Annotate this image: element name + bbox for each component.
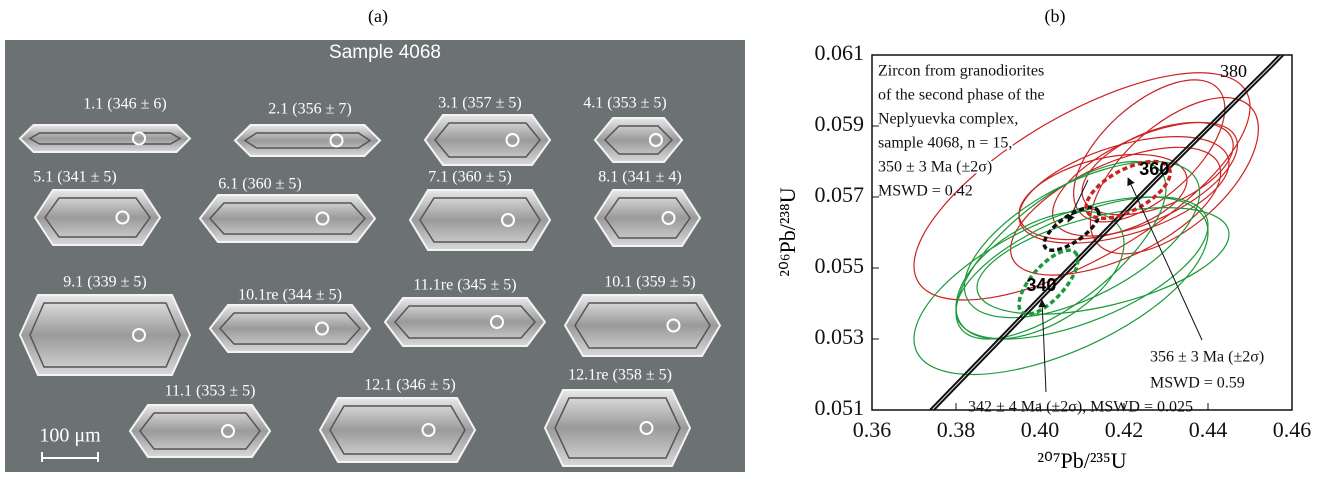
grain-label: 11.1 (353 ± 5): [165, 383, 256, 400]
panel-label: (b): [1045, 6, 1066, 27]
sample-title: Sample 4068: [329, 42, 441, 63]
concordia-age-label: 380: [1220, 61, 1247, 81]
error-ellipse: [1064, 69, 1286, 282]
annotation: Neplyuevka complex,: [878, 111, 1018, 128]
x-tick-label: 0.40: [1021, 417, 1060, 442]
y-tick-label: 0.051: [815, 395, 865, 420]
scale-bar-label: 100 μm: [39, 425, 101, 447]
annotation: 342 ± 4 Ma (±2σ), MSWD = 0.025: [968, 399, 1193, 416]
x-tick-label: 0.36: [853, 417, 892, 442]
annotation: MSWD = 0.59: [1150, 375, 1245, 392]
annotation: MSWD = 0.42: [878, 183, 973, 200]
grain-label: 9.1 (339 ± 5): [63, 274, 146, 291]
grain-label: 10.1re (344 ± 5): [238, 287, 342, 304]
crystal: [595, 118, 682, 162]
annotation: Zircon from granodiorites: [878, 63, 1044, 80]
x-tick-label: 0.38: [937, 417, 976, 442]
grain-label: 1.1 (346 ± 6): [83, 96, 166, 113]
panel-label: (a): [368, 6, 388, 27]
x-tick-label: 0.46: [1273, 417, 1312, 442]
crystal: [235, 125, 380, 156]
y-tick-label: 0.059: [815, 111, 865, 136]
grain-label: 8.1 (341 ± 4): [598, 169, 681, 186]
concordia-age-label: 340: [1026, 275, 1056, 295]
grain-label: 6.1 (360 ± 5): [218, 176, 301, 193]
crystal: [410, 190, 550, 250]
page: { "panel_a": { "label": "(a)", "title": …: [0, 0, 1335, 480]
mean-ellipse: [1038, 200, 1105, 258]
concordia-age-label: 360: [1139, 159, 1169, 179]
grain-label: 12.1re (358 ± 5): [568, 367, 672, 384]
crystal: [210, 305, 370, 352]
grain-label: 12.1 (346 ± 5): [364, 377, 455, 394]
annotation: 356 ± 3 Ma (±2σ): [1150, 349, 1264, 366]
grain-label: 4.1 (353 ± 5): [583, 95, 666, 112]
annotation: 350 ± 3 Ma (±2σ): [878, 159, 992, 176]
grain-label: 7.1 (360 ± 5): [428, 169, 511, 186]
y-tick-label: 0.057: [815, 182, 865, 207]
y-tick-label: 0.053: [815, 324, 865, 349]
x-tick-label: 0.42: [1105, 417, 1144, 442]
crystal: [20, 125, 190, 152]
figure: (a) Sample 4068 1.1 (346 ± 6) 2.1 (356 ± …: [0, 0, 1335, 480]
crystal: [200, 195, 375, 242]
x-axis-label: ²⁰⁷Pb/²³⁵U: [1037, 448, 1126, 473]
error-ellipse: [1037, 99, 1254, 259]
grain-label: 11.1re (345 ± 5): [413, 277, 516, 294]
y-axis-label: ²⁰⁶Pb/²³⁸U: [775, 187, 800, 276]
y-tick-label: 0.055: [815, 253, 865, 278]
grain-label: 2.1 (356 ± 7): [268, 101, 351, 118]
crystal: [20, 295, 190, 375]
grain-label: 10.1 (359 ± 5): [604, 274, 695, 291]
annotation: sample 4068, n = 15,: [878, 135, 1012, 152]
annotation: of the second phase of the: [878, 87, 1045, 104]
x-tick-label: 0.44: [1189, 417, 1228, 442]
grain-label: 3.1 (357 ± 5): [438, 95, 521, 112]
y-tick-label: 0.061: [815, 40, 865, 65]
crystal: [385, 298, 545, 346]
plot: 0.36 0.38 0.40 0.42 0.44 0.46 0.051 0.053 0.055 0…: [815, 29, 1312, 442]
grain-label: 5.1 (341 ± 5): [33, 169, 116, 186]
